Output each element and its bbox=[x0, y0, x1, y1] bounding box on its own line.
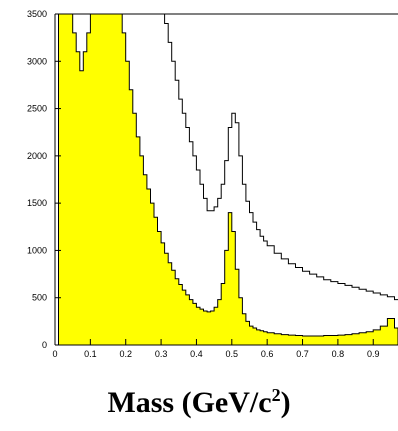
y-tick-label: 500 bbox=[32, 293, 47, 303]
y-tick-label: 3000 bbox=[27, 56, 47, 66]
mass-spectrum-chart: 0 500 1000 1500 2000 2500 3000 3500 0 0.1 0.2 0.3 0.… bbox=[27, 9, 398, 359]
x-axis-label-text: Mass (GeV/c bbox=[107, 386, 272, 419]
x-tick-label: 0.5 bbox=[226, 349, 239, 359]
x-tick-label: 0.8 bbox=[332, 349, 345, 359]
y-tick-label: 3500 bbox=[27, 9, 47, 19]
axis-ticks: 0 500 1000 1500 2000 2500 3000 3500 0 0.1 0.2 0.3 0.… bbox=[27, 9, 380, 359]
x-tick-label: 0.9 bbox=[367, 349, 380, 359]
x-axis-label-superscript: 2 bbox=[271, 385, 281, 405]
x-tick-label: 0.3 bbox=[155, 349, 168, 359]
x-axis-label-close: ) bbox=[280, 386, 291, 419]
y-tick-label: 0 bbox=[42, 340, 47, 350]
y-tick-label: 2000 bbox=[27, 151, 47, 161]
x-tick-label: 0 bbox=[52, 349, 57, 359]
x-axis-label: Mass (GeV/c2) bbox=[0, 385, 398, 420]
x-tick-label: 0.7 bbox=[296, 349, 309, 359]
y-tick-label: 1500 bbox=[27, 198, 47, 208]
filled-histogram-area bbox=[55, 13, 398, 346]
x-tick-label: 0.1 bbox=[84, 349, 97, 359]
x-tick-label: 0.2 bbox=[119, 349, 132, 359]
x-tick-label: 0.4 bbox=[190, 349, 203, 359]
x-tick-label: 0.6 bbox=[261, 349, 274, 359]
y-tick-label: 1000 bbox=[27, 245, 47, 255]
y-tick-label: 2500 bbox=[27, 104, 47, 114]
